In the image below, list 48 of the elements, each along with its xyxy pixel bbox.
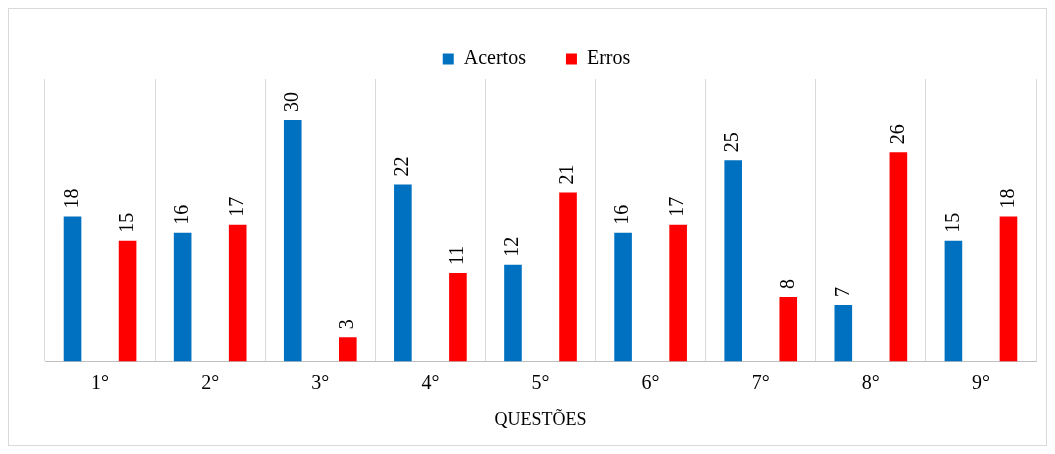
data-label: 8 xyxy=(775,279,798,290)
data-label: 26 xyxy=(885,124,908,145)
data-label: 22 xyxy=(390,156,413,177)
x-tick-label: 3° xyxy=(311,370,330,393)
data-label: 21 xyxy=(555,164,578,185)
bar xyxy=(724,160,742,362)
bar xyxy=(944,240,963,362)
data-label: 11 xyxy=(445,245,468,265)
legend-label: Acertos xyxy=(463,46,527,69)
bar xyxy=(889,152,908,362)
data-label: 17 xyxy=(224,196,247,217)
data-label: 30 xyxy=(280,92,302,113)
bar xyxy=(504,264,522,362)
bar xyxy=(449,272,467,362)
x-tick-label: 1° xyxy=(91,370,110,393)
bar xyxy=(173,232,192,362)
x-tick-label: 5° xyxy=(531,370,550,393)
bar xyxy=(669,224,687,362)
legend-label: Erros xyxy=(586,46,631,69)
data-label: 18 xyxy=(59,188,82,209)
data-label: 16 xyxy=(610,204,633,225)
x-tick-label: 8° xyxy=(861,370,880,393)
data-label: 3 xyxy=(335,319,358,330)
data-label: 12 xyxy=(500,236,523,257)
x-tick-label: 9° xyxy=(971,370,990,393)
data-label: 18 xyxy=(995,188,1018,209)
data-label: 7 xyxy=(830,287,853,298)
data-label: 16 xyxy=(169,204,192,225)
x-tick-label: 2° xyxy=(201,370,220,393)
x-tick-label: 4° xyxy=(421,370,440,393)
bar xyxy=(999,216,1018,362)
data-label: 15 xyxy=(940,212,963,233)
data-label: 25 xyxy=(720,132,743,153)
bar xyxy=(63,216,82,362)
bar xyxy=(559,192,577,362)
x-axis-title: QUESTÕES xyxy=(494,407,587,429)
data-label: 17 xyxy=(665,196,688,217)
bar xyxy=(228,224,247,362)
x-tick-label: 6° xyxy=(641,370,660,393)
bar xyxy=(339,337,357,362)
data-label: 15 xyxy=(114,212,137,233)
x-tick-label: 7° xyxy=(751,370,770,393)
bar xyxy=(834,305,853,362)
bar xyxy=(118,240,137,362)
bar xyxy=(394,184,412,362)
bar xyxy=(614,232,632,362)
bar xyxy=(779,297,798,362)
bar xyxy=(283,120,302,362)
